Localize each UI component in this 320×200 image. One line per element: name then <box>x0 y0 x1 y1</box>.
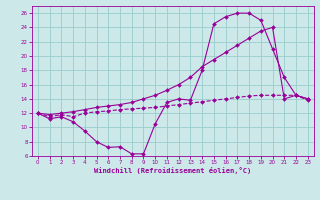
X-axis label: Windchill (Refroidissement éolien,°C): Windchill (Refroidissement éolien,°C) <box>94 167 252 174</box>
